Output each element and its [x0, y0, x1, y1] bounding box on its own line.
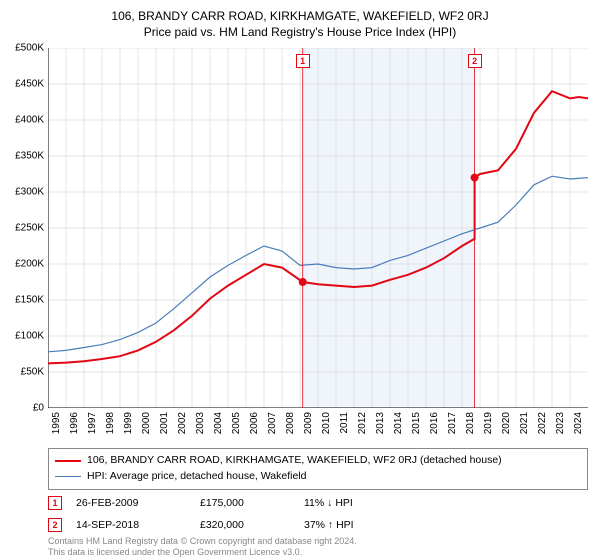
sales-table: 1 26-FEB-2009 £175,000 11% ↓ HPI 2 14-SEP-201…	[48, 492, 588, 536]
x-tick-label: 2015	[411, 412, 422, 434]
y-tick-label: £450K	[15, 79, 44, 90]
chart-svg	[48, 48, 588, 408]
sale-date: 26-FEB-2009	[76, 497, 186, 509]
sale-row: 1 26-FEB-2009 £175,000 11% ↓ HPI	[48, 492, 588, 514]
footer-attribution: Contains HM Land Registry data © Crown c…	[48, 536, 357, 558]
x-tick-label: 2021	[519, 412, 530, 434]
legend-label: 106, BRANDY CARR ROAD, KIRKHAMGATE, WAKE…	[87, 453, 502, 469]
footer-line-2: This data is licensed under the Open Gov…	[48, 547, 357, 558]
x-tick-label: 1999	[123, 412, 134, 434]
x-tick-label: 2004	[213, 412, 224, 434]
chart-title: 106, BRANDY CARR ROAD, KIRKHAMGATE, WAKE…	[0, 0, 600, 40]
x-tick-label: 2012	[357, 412, 368, 434]
x-tick-label: 2010	[321, 412, 332, 434]
sale-date: 14-SEP-2018	[76, 519, 186, 531]
x-tick-label: 2011	[339, 412, 350, 434]
x-tick-label: 2024	[573, 412, 584, 434]
y-tick-label: £250K	[15, 223, 44, 234]
y-tick-label: £500K	[15, 43, 44, 54]
y-tick-label: £0	[33, 403, 44, 414]
x-tick-label: 2003	[195, 412, 206, 434]
legend-label: HPI: Average price, detached house, Wake…	[87, 469, 306, 485]
sale-badge-icon: 1	[48, 496, 62, 510]
x-tick-label: 2006	[249, 412, 260, 434]
x-tick-label: 2018	[465, 412, 476, 434]
x-tick-label: 2001	[159, 412, 170, 434]
x-tick-label: 2007	[267, 412, 278, 434]
x-tick-label: 1998	[105, 412, 116, 434]
title-line-1: 106, BRANDY CARR ROAD, KIRKHAMGATE, WAKE…	[0, 8, 600, 24]
y-axis-labels: £0£50K£100K£150K£200K£250K£300K£350K£400…	[0, 48, 46, 408]
x-tick-label: 2017	[447, 412, 458, 434]
x-tick-label: 1996	[69, 412, 80, 434]
sale-badge-2: 2	[468, 54, 482, 68]
sale-row: 2 14-SEP-2018 £320,000 37% ↑ HPI	[48, 514, 588, 536]
x-tick-label: 2005	[231, 412, 242, 434]
sale-badge-1: 1	[296, 54, 310, 68]
legend-box: 106, BRANDY CARR ROAD, KIRKHAMGATE, WAKE…	[48, 448, 588, 490]
x-tick-label: 2023	[555, 412, 566, 434]
x-tick-label: 2002	[177, 412, 188, 434]
legend-swatch	[55, 476, 81, 477]
x-tick-label: 2008	[285, 412, 296, 434]
y-tick-label: £400K	[15, 115, 44, 126]
x-tick-label: 2000	[141, 412, 152, 434]
x-axis-labels: 1995 1996 1997 1998 1999 2000 2001 2002 2003 2004…	[48, 410, 588, 446]
x-tick-label: 1995	[51, 412, 62, 434]
x-tick-label: 2019	[483, 412, 494, 434]
sale-price: £175,000	[200, 497, 290, 509]
plot-area: 12	[48, 48, 588, 408]
x-tick-label: 2009	[303, 412, 314, 434]
sale-badge-icon: 2	[48, 518, 62, 532]
x-tick-label: 1997	[87, 412, 98, 434]
price-chart-container: 106, BRANDY CARR ROAD, KIRKHAMGATE, WAKE…	[0, 0, 600, 560]
y-tick-label: £300K	[15, 187, 44, 198]
x-tick-label: 2013	[375, 412, 386, 434]
y-tick-label: £50K	[21, 367, 44, 378]
y-tick-label: £200K	[15, 259, 44, 270]
x-tick-label: 2014	[393, 412, 404, 434]
legend-swatch	[55, 460, 81, 462]
legend-row: 106, BRANDY CARR ROAD, KIRKHAMGATE, WAKE…	[55, 453, 581, 469]
x-tick-label: 2022	[537, 412, 548, 434]
sale-price: £320,000	[200, 519, 290, 531]
legend-row: HPI: Average price, detached house, Wake…	[55, 469, 581, 485]
title-line-2: Price paid vs. HM Land Registry's House …	[0, 24, 600, 40]
x-tick-label: 2016	[429, 412, 440, 434]
y-tick-label: £100K	[15, 331, 44, 342]
footer-line-1: Contains HM Land Registry data © Crown c…	[48, 536, 357, 547]
sale-delta: 11% ↓ HPI	[304, 497, 394, 509]
sale-delta: 37% ↑ HPI	[304, 519, 394, 531]
y-tick-label: £350K	[15, 151, 44, 162]
y-tick-label: £150K	[15, 295, 44, 306]
x-tick-label: 2020	[501, 412, 512, 434]
